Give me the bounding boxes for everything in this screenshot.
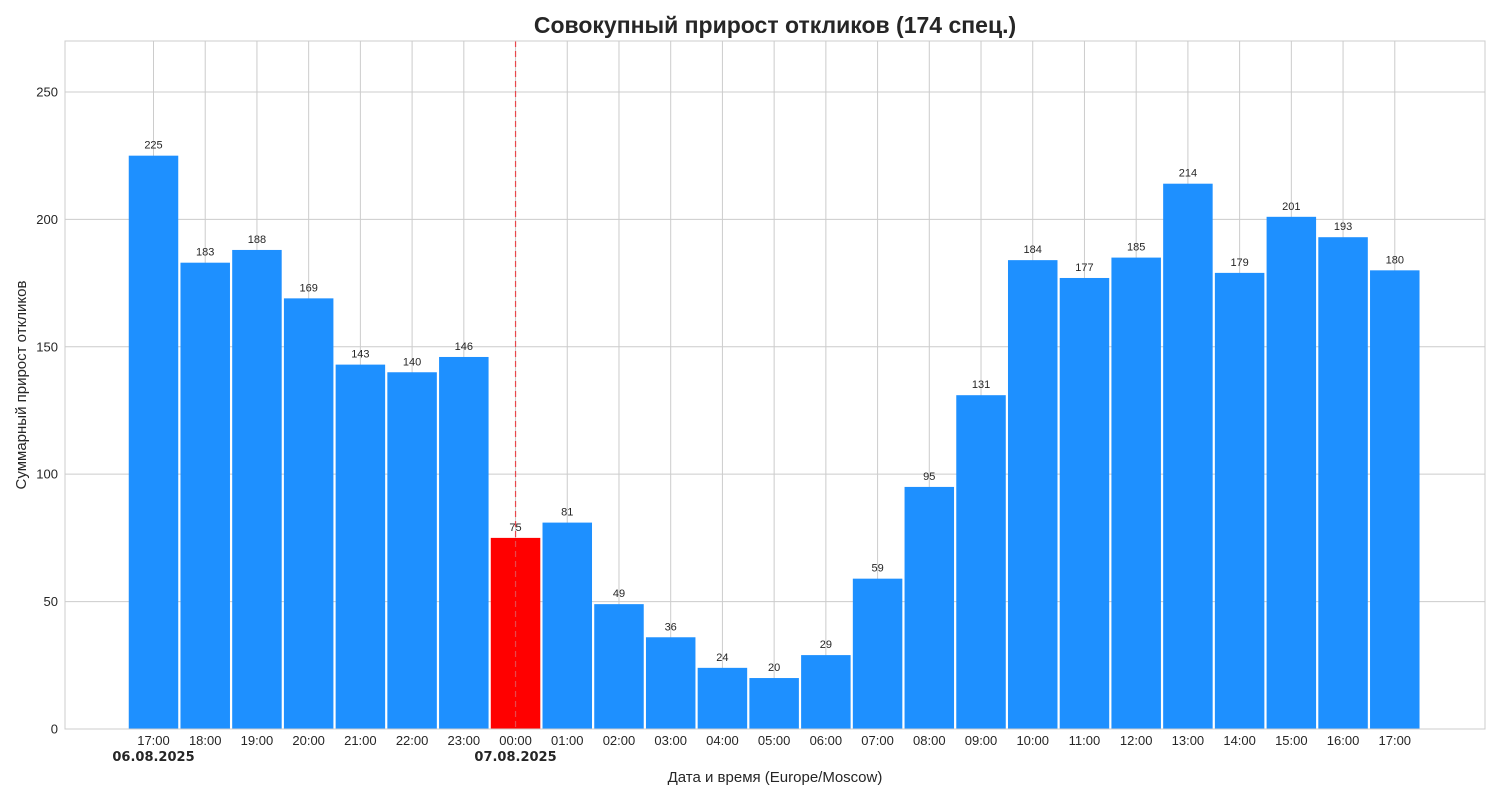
x-tick-label: 01:00 bbox=[551, 733, 584, 748]
bar bbox=[697, 667, 748, 729]
bar bbox=[904, 486, 955, 729]
bar bbox=[1111, 257, 1161, 729]
bar bbox=[439, 356, 489, 729]
data-label: 59 bbox=[871, 563, 883, 575]
bars bbox=[128, 155, 1420, 730]
data-label: 75 bbox=[509, 522, 521, 534]
data-label: 184 bbox=[1024, 244, 1042, 256]
data-label: 193 bbox=[1334, 221, 1352, 233]
bar bbox=[283, 298, 334, 729]
data-label: 185 bbox=[1127, 242, 1145, 254]
x-axis-label: Дата и время (Europe/Moscow) bbox=[668, 769, 883, 786]
x-tick-label: 17:00 bbox=[137, 733, 170, 748]
bar bbox=[594, 604, 644, 729]
data-label: 143 bbox=[351, 349, 369, 361]
data-label: 29 bbox=[820, 639, 832, 651]
chart-title: Совокупный прирост откликов (174 спец.) bbox=[534, 12, 1016, 38]
data-label: 131 bbox=[972, 379, 990, 391]
bar bbox=[1059, 277, 1110, 729]
x-tick-label: 21:00 bbox=[344, 733, 377, 748]
y-tick-label: 200 bbox=[36, 212, 58, 227]
x-tick-label: 23:00 bbox=[448, 733, 481, 748]
data-label: 214 bbox=[1179, 168, 1197, 180]
bar bbox=[180, 262, 230, 729]
y-axis-label: Суммарный прирост откликов bbox=[13, 281, 30, 490]
data-label: 95 bbox=[923, 471, 935, 483]
bar bbox=[1266, 216, 1317, 730]
data-labels: 225 183 188 169 143 140 146 75 81 49 36 24 20 29 59 95 1… bbox=[144, 140, 1404, 674]
bar bbox=[1007, 260, 1058, 729]
plot-frame bbox=[64, 40, 1486, 730]
x-tick-label: 19:00 bbox=[241, 733, 274, 748]
y-tick-labels: 0 50 100 150 200 250 bbox=[36, 84, 58, 736]
x-tick-label: 22:00 bbox=[396, 733, 429, 748]
y-tick-label: 150 bbox=[36, 339, 58, 354]
y-tick-label: 250 bbox=[36, 84, 58, 99]
x-tick-label: 02:00 bbox=[603, 733, 636, 748]
bar bbox=[387, 372, 437, 729]
data-label: 225 bbox=[144, 140, 162, 152]
x-tick-label: 10:00 bbox=[1016, 733, 1049, 748]
y-tick-label: 100 bbox=[36, 467, 58, 482]
x-tick-label: 08:00 bbox=[913, 733, 946, 748]
data-label: 188 bbox=[248, 234, 266, 246]
data-label: 81 bbox=[561, 507, 573, 519]
data-label: 179 bbox=[1230, 257, 1248, 269]
x-tick-label: 18:00 bbox=[189, 733, 222, 748]
data-label: 169 bbox=[299, 282, 317, 294]
data-label: 36 bbox=[665, 621, 677, 633]
data-label: 201 bbox=[1282, 201, 1300, 213]
data-label: 146 bbox=[455, 341, 473, 353]
x-tick-label: 05:00 bbox=[758, 733, 791, 748]
x-tick-label: 20:00 bbox=[292, 733, 325, 748]
bar bbox=[801, 655, 851, 729]
data-label: 24 bbox=[716, 652, 728, 664]
bar bbox=[1318, 237, 1368, 730]
y-tick-label: 0 bbox=[51, 722, 58, 737]
x-tick-labels: 17:00 18:00 19:00 20:00 21:00 22:00 23:00 00:00… bbox=[137, 733, 1411, 748]
data-label: 140 bbox=[403, 356, 421, 368]
x-tick-label: 15:00 bbox=[1275, 733, 1308, 748]
x-tick-label: 12:00 bbox=[1120, 733, 1153, 748]
x-tick-label: 03:00 bbox=[654, 733, 687, 748]
data-label: 183 bbox=[196, 247, 214, 259]
x-tick-label: 11:00 bbox=[1069, 733, 1101, 748]
x-tick-label: 06:00 bbox=[810, 733, 843, 748]
y-tick-label: 50 bbox=[44, 594, 58, 609]
data-label: 180 bbox=[1386, 254, 1404, 266]
bar bbox=[852, 578, 903, 729]
bar bbox=[645, 637, 696, 729]
bar bbox=[956, 395, 1006, 729]
x-tick-label: 07:00 bbox=[861, 733, 894, 748]
data-label: 177 bbox=[1075, 262, 1093, 274]
bar bbox=[128, 155, 179, 729]
date-label: 06.08.2025 bbox=[112, 750, 194, 765]
data-label: 20 bbox=[768, 662, 780, 674]
x-tick-label: 04:00 bbox=[706, 733, 739, 748]
date-labels: 06.08.2025 07.08.2025 bbox=[112, 750, 556, 765]
bar bbox=[1370, 270, 1420, 729]
bar bbox=[1163, 183, 1213, 729]
bar bbox=[749, 678, 799, 729]
bar bbox=[335, 364, 386, 729]
data-label: 49 bbox=[613, 588, 625, 600]
bar bbox=[1214, 272, 1265, 729]
x-tick-label: 16:00 bbox=[1327, 733, 1360, 748]
x-tick-label: 13:00 bbox=[1172, 733, 1205, 748]
x-tick-label: 14:00 bbox=[1223, 733, 1256, 748]
bar bbox=[542, 522, 593, 729]
x-tick-label: 09:00 bbox=[965, 733, 998, 748]
x-tick-label: 17:00 bbox=[1379, 733, 1412, 748]
x-tick-label: 00:00 bbox=[499, 733, 532, 748]
date-label: 07.08.2025 bbox=[474, 750, 556, 765]
bar bbox=[232, 249, 282, 729]
